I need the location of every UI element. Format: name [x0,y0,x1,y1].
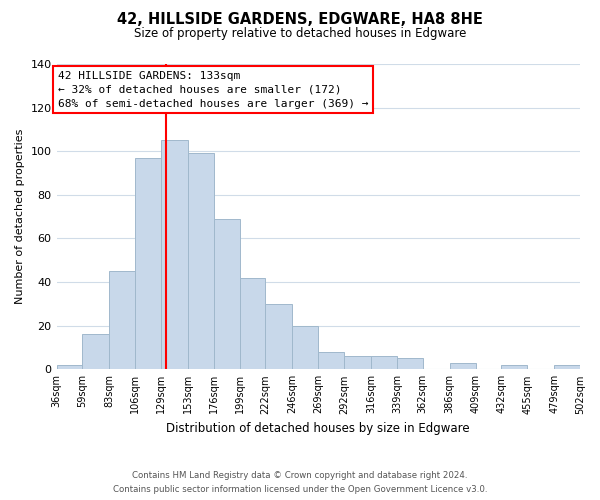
Bar [239,278,265,370]
Bar [265,304,292,370]
Text: 42 HILLSIDE GARDENS: 133sqm
← 32% of detached houses are smaller (172)
68% of se: 42 HILLSIDE GARDENS: 133sqm ← 32% of det… [58,70,368,108]
Bar [502,365,527,370]
Bar [344,356,371,370]
Bar [56,365,82,370]
Bar [82,334,109,370]
Text: 42, HILLSIDE GARDENS, EDGWARE, HA8 8HE: 42, HILLSIDE GARDENS, EDGWARE, HA8 8HE [117,12,483,28]
Bar [554,365,580,370]
Bar [161,140,188,370]
Bar [449,363,476,370]
Bar [109,271,135,370]
Bar [188,154,214,370]
Bar [135,158,161,370]
Text: Size of property relative to detached houses in Edgware: Size of property relative to detached ho… [134,28,466,40]
X-axis label: Distribution of detached houses by size in Edgware: Distribution of detached houses by size … [166,422,470,435]
Bar [397,358,423,370]
Bar [214,219,239,370]
Bar [318,352,344,370]
Bar [371,356,397,370]
Bar [292,326,318,370]
Y-axis label: Number of detached properties: Number of detached properties [15,129,25,304]
Text: Contains HM Land Registry data © Crown copyright and database right 2024.
Contai: Contains HM Land Registry data © Crown c… [113,472,487,494]
